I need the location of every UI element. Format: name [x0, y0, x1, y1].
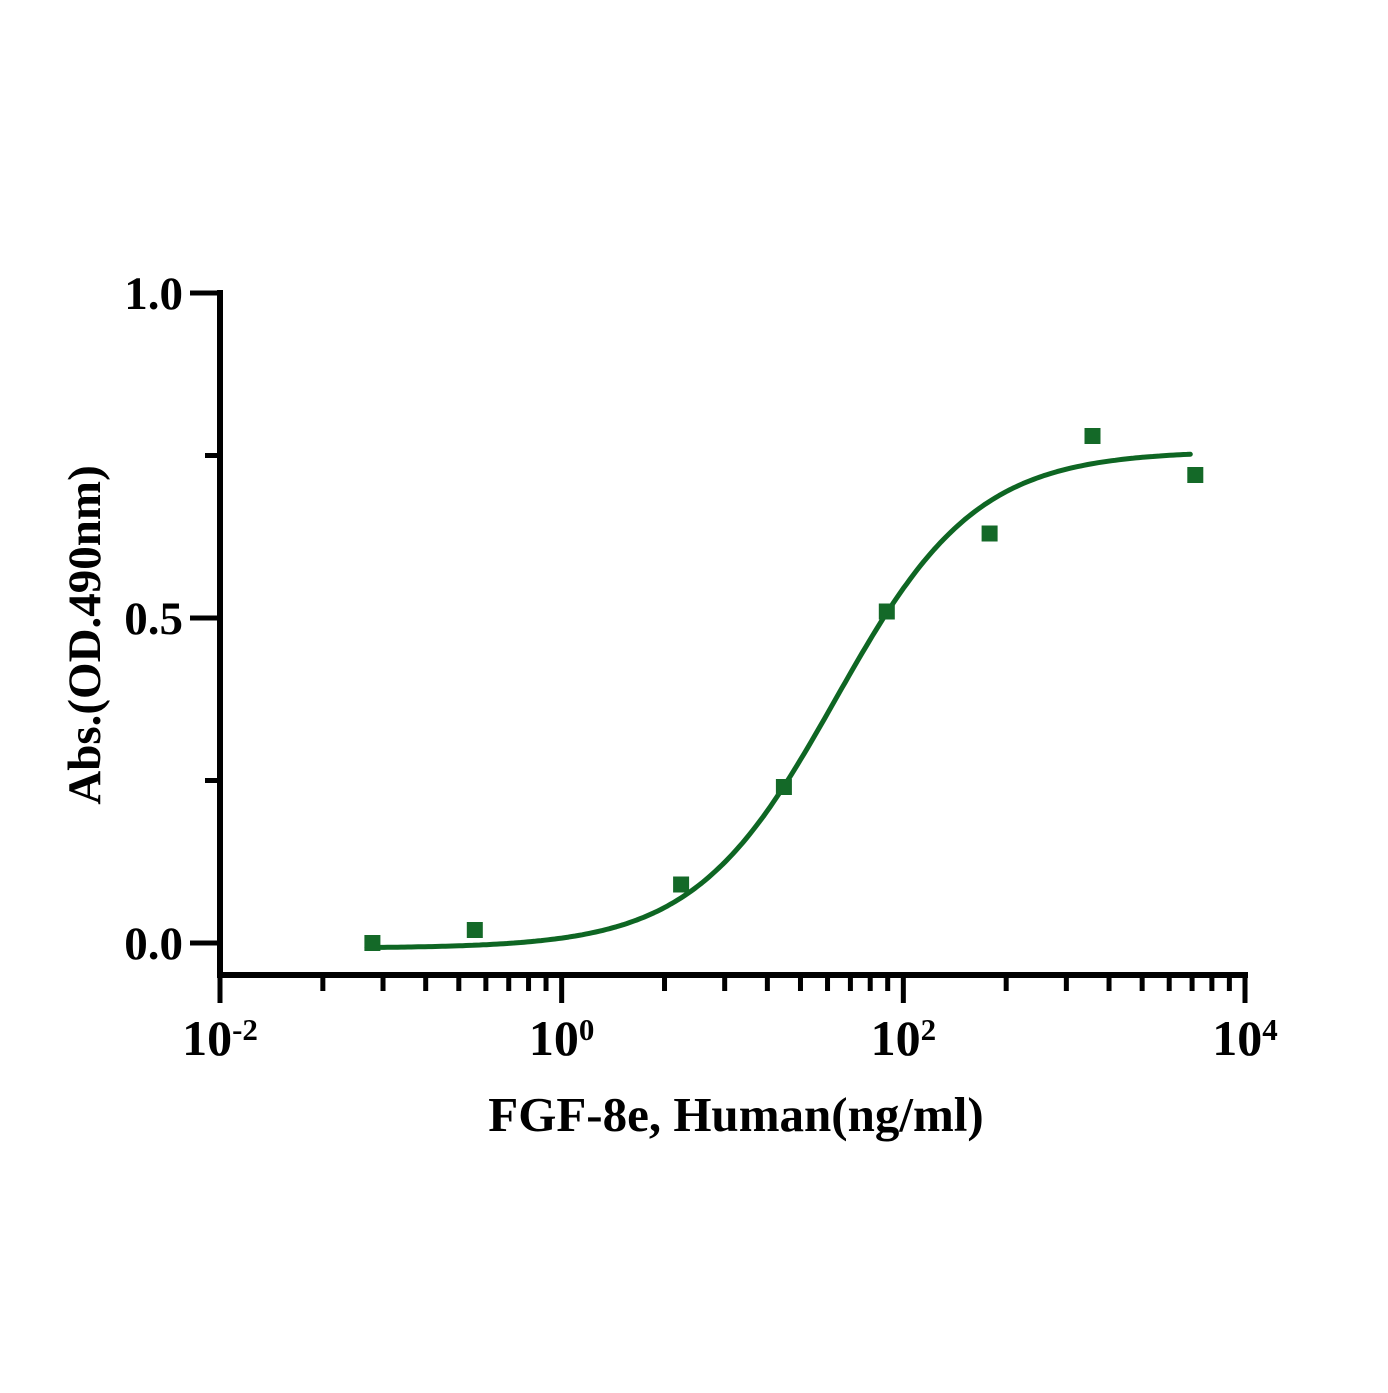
y-axis-ticks	[190, 290, 220, 946]
data-point-marker	[775, 779, 792, 795]
x-axis-tick-labels: 10-2 100 102 104	[182, 1010, 1278, 1066]
y-tick-label: 0.5	[124, 593, 183, 645]
y-axis-title: Abs.(OD.490nm)	[59, 465, 111, 804]
y-axis-tick-labels: 0.0 0.5 1.0	[124, 268, 183, 970]
data-point-marker	[673, 876, 690, 893]
data-point-marker	[878, 603, 895, 620]
x-tick-label: 100	[529, 1010, 595, 1066]
x-tick-label: 10-2	[182, 1010, 258, 1066]
data-point-marker	[1187, 467, 1204, 483]
x-axis-ticks	[217, 975, 1248, 1003]
data-point-marker	[1084, 428, 1101, 444]
y-tick-label: 1.0	[124, 268, 183, 320]
data-point-marker	[364, 935, 381, 951]
x-tick-label: 104	[1212, 1010, 1278, 1066]
data-point-marker	[466, 922, 483, 938]
data-point-marker	[981, 525, 998, 542]
x-tick-label: 102	[871, 1010, 937, 1066]
x-axis-title: FGF-8e, Human(ng/ml)	[488, 1087, 983, 1142]
fit-curve	[364, 451, 1193, 950]
data-points	[364, 428, 1204, 951]
y-tick-label: 0.0	[124, 918, 183, 970]
sigmoid-fit-line	[364, 451, 1193, 950]
